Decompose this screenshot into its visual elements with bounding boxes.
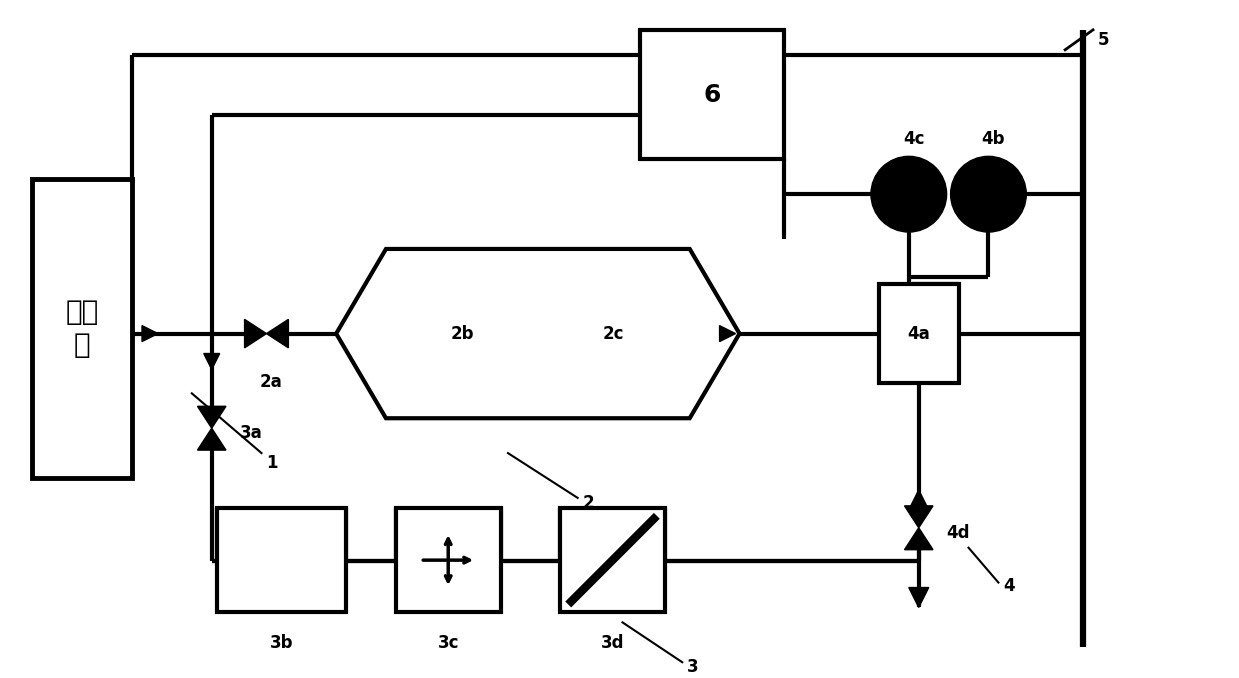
Text: 4: 4 xyxy=(1004,576,1015,595)
Polygon shape xyxy=(197,428,225,450)
Bar xyxy=(560,508,665,612)
Text: 3: 3 xyxy=(688,658,699,676)
Polygon shape xyxy=(142,325,157,342)
Text: 4a: 4a xyxy=(907,325,930,342)
Text: 4c: 4c xyxy=(903,130,924,148)
Text: 3d: 3d xyxy=(601,635,624,652)
Polygon shape xyxy=(908,588,929,607)
Polygon shape xyxy=(720,325,736,342)
Circle shape xyxy=(950,157,1026,232)
Text: 4b: 4b xyxy=(981,130,1005,148)
Polygon shape xyxy=(336,249,740,418)
Circle shape xyxy=(871,157,947,232)
Text: 4d: 4d xyxy=(947,524,970,542)
Text: 3c: 3c xyxy=(437,635,458,652)
Polygon shape xyxy=(197,406,225,428)
Text: 1: 1 xyxy=(266,454,278,472)
Polygon shape xyxy=(904,527,933,550)
Text: 发动
机: 发动 机 xyxy=(66,298,99,359)
Polygon shape xyxy=(203,353,219,370)
Bar xyxy=(32,179,133,478)
Text: 6: 6 xyxy=(704,83,721,106)
Text: 2c: 2c xyxy=(603,325,624,342)
Text: 2: 2 xyxy=(582,494,595,512)
Polygon shape xyxy=(244,319,266,348)
Text: 3b: 3b xyxy=(270,635,294,652)
Polygon shape xyxy=(911,490,927,506)
Bar xyxy=(878,284,959,383)
Text: 5: 5 xyxy=(1098,31,1109,49)
Polygon shape xyxy=(266,319,289,348)
Bar xyxy=(639,30,784,159)
Text: 2a: 2a xyxy=(260,374,282,391)
Polygon shape xyxy=(904,506,933,527)
Text: 2b: 2b xyxy=(450,325,473,342)
Bar xyxy=(217,508,346,612)
Bar xyxy=(396,508,501,612)
Text: 3a: 3a xyxy=(239,424,263,442)
